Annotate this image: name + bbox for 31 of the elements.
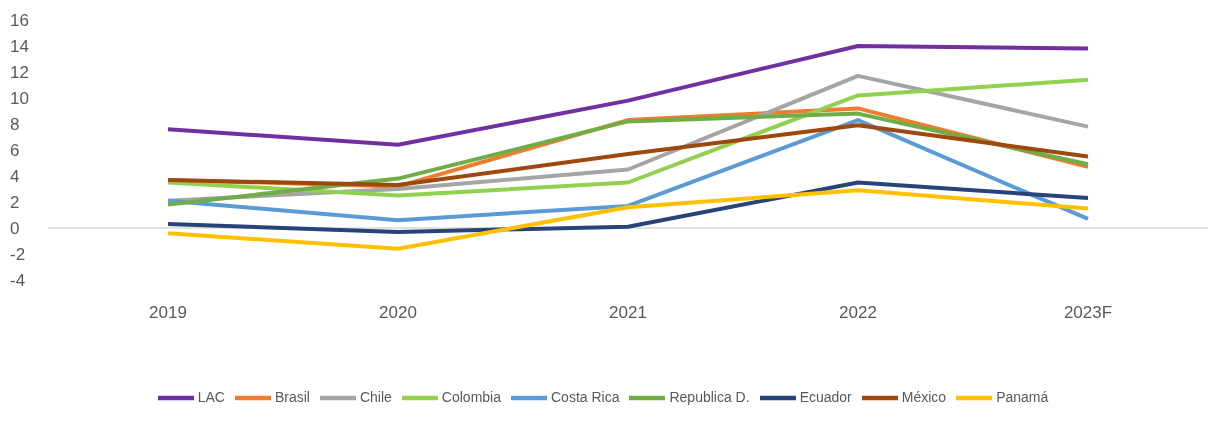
legend-label: México <box>901 388 947 405</box>
line-series <box>166 180 1090 234</box>
x-tick-label: 2020 <box>379 303 417 323</box>
y-tick-label: 10 <box>10 89 29 109</box>
legend-label: LAC <box>197 388 225 405</box>
y-tick-label: 6 <box>10 141 20 161</box>
line-series <box>166 123 1090 188</box>
y-tick-label: 4 <box>10 167 20 187</box>
y-tick-label: -2 <box>10 245 26 265</box>
x-tick-label: 2021 <box>609 303 647 323</box>
legend-label: Chile <box>359 388 392 405</box>
legend-label: Panamá <box>996 388 1049 405</box>
y-tick-label: -4 <box>10 271 26 291</box>
y-tick-label: 16 <box>10 11 29 31</box>
line-series <box>166 118 1090 223</box>
legend-label: Colombia <box>441 388 501 405</box>
y-tick-label: 14 <box>10 37 29 57</box>
legend-label: Republica D. <box>669 388 750 405</box>
line-series <box>166 44 1090 147</box>
legend-label: Ecuador <box>799 388 852 405</box>
y-tick-label: 2 <box>10 193 20 213</box>
x-tick-label: 2023F <box>1063 303 1113 323</box>
line-series <box>166 111 1090 207</box>
y-tick-label: 8 <box>10 115 20 135</box>
x-tick-label: 2022 <box>839 303 877 323</box>
legend-label: Brasil <box>274 388 310 405</box>
legend-label: Costa Rica <box>551 388 620 405</box>
x-tick-label: 2019 <box>149 303 187 323</box>
line-series <box>166 188 1090 251</box>
y-tick-label: 12 <box>10 63 29 83</box>
y-tick-label: 0 <box>10 219 20 239</box>
